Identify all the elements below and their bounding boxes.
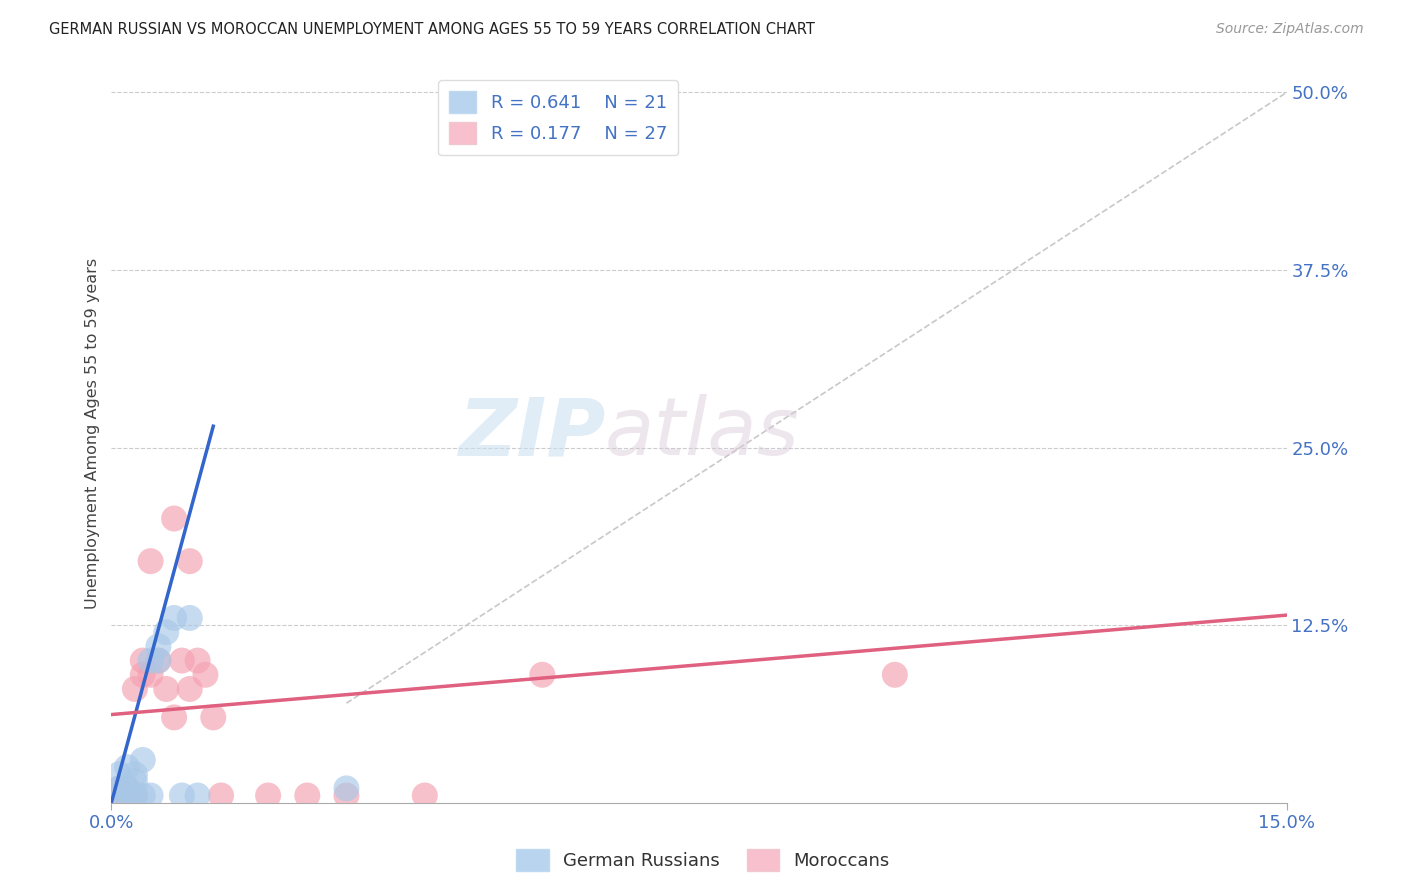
Point [124,681,146,696]
Point [163,710,186,724]
Point [115,781,138,796]
Point [124,789,146,803]
Point [132,667,155,681]
Point [148,654,170,668]
Point [115,781,138,796]
Point [179,681,201,696]
Point [108,781,131,796]
Text: Source: ZipAtlas.com: Source: ZipAtlas.com [1216,22,1364,37]
Point [139,554,162,568]
Point [209,789,232,803]
Point [115,760,138,774]
Point [108,781,131,796]
Text: GERMAN RUSSIAN VS MOROCCAN UNEMPLOYMENT AMONG AGES 55 TO 59 YEARS CORRELATION CH: GERMAN RUSSIAN VS MOROCCAN UNEMPLOYMENT … [49,22,815,37]
Point [257,789,280,803]
Text: atlas: atlas [605,394,800,473]
Point [155,625,177,640]
Point [139,654,162,668]
Point [413,789,436,803]
Point [108,789,131,803]
Point [124,767,146,781]
Legend: R = 0.641    N = 21, R = 0.177    N = 27: R = 0.641 N = 21, R = 0.177 N = 27 [439,80,678,155]
Point [139,667,162,681]
Point [132,753,155,767]
Point [124,789,146,803]
Point [170,654,193,668]
Point [335,789,357,803]
Point [115,789,138,803]
Point [124,774,146,789]
Point [163,611,186,625]
Point [163,511,186,525]
Point [531,667,554,681]
Point [194,667,217,681]
Point [297,789,319,803]
Point [179,611,201,625]
Point [187,789,209,803]
Point [187,654,209,668]
Point [108,767,131,781]
Point [170,789,193,803]
Text: ZIP: ZIP [457,394,605,473]
Point [883,667,905,681]
Point [179,554,201,568]
Point [155,681,177,696]
Point [115,789,138,803]
Point [148,654,170,668]
Point [139,789,162,803]
Point [202,710,225,724]
Point [335,781,357,796]
Point [132,654,155,668]
Point [132,789,155,803]
Legend: German Russians, Moroccans: German Russians, Moroccans [509,842,897,879]
Y-axis label: Unemployment Among Ages 55 to 59 years: Unemployment Among Ages 55 to 59 years [86,258,100,609]
Point [148,640,170,654]
Point [108,789,131,803]
